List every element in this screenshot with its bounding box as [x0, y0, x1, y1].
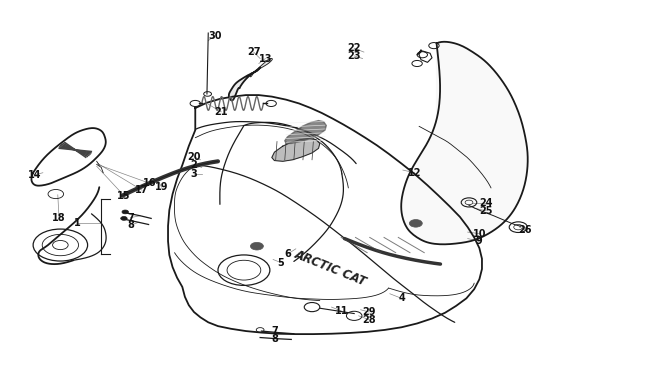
Text: ARCTIC CAT: ARCTIC CAT: [292, 248, 368, 288]
Polygon shape: [402, 42, 527, 244]
Text: 6: 6: [285, 249, 291, 259]
Text: 27: 27: [247, 47, 261, 57]
Text: 18: 18: [52, 214, 66, 223]
Text: 8: 8: [127, 220, 134, 230]
Text: 10: 10: [473, 229, 486, 239]
Text: 25: 25: [479, 206, 493, 216]
Text: 26: 26: [518, 225, 532, 235]
Text: 17: 17: [135, 185, 149, 195]
Text: 9: 9: [476, 236, 483, 246]
Text: 12: 12: [408, 168, 421, 178]
Text: 21: 21: [214, 107, 228, 117]
Text: 11: 11: [335, 306, 348, 316]
Polygon shape: [272, 139, 320, 161]
Text: 7: 7: [271, 326, 278, 336]
Text: 15: 15: [117, 191, 131, 201]
Text: 14: 14: [28, 170, 41, 180]
Circle shape: [250, 243, 263, 250]
Text: 16: 16: [143, 178, 157, 188]
Polygon shape: [250, 58, 272, 77]
Circle shape: [121, 217, 127, 220]
Text: 5: 5: [278, 257, 284, 267]
Text: 2: 2: [190, 160, 198, 170]
Text: 7: 7: [127, 213, 134, 223]
Circle shape: [410, 220, 422, 227]
Text: 8: 8: [271, 334, 278, 344]
Text: 24: 24: [479, 198, 493, 208]
Text: 3: 3: [190, 169, 198, 179]
Text: 13: 13: [259, 53, 272, 63]
Circle shape: [122, 210, 129, 214]
Text: 1: 1: [74, 219, 81, 228]
Text: 19: 19: [155, 182, 168, 192]
Text: 23: 23: [348, 51, 361, 61]
Text: 28: 28: [362, 315, 376, 325]
Polygon shape: [285, 121, 326, 143]
Text: 20: 20: [187, 152, 201, 162]
Polygon shape: [229, 67, 260, 100]
Text: 4: 4: [398, 293, 405, 303]
Text: 22: 22: [348, 43, 361, 53]
Text: 30: 30: [208, 31, 222, 41]
Text: 29: 29: [362, 307, 376, 317]
